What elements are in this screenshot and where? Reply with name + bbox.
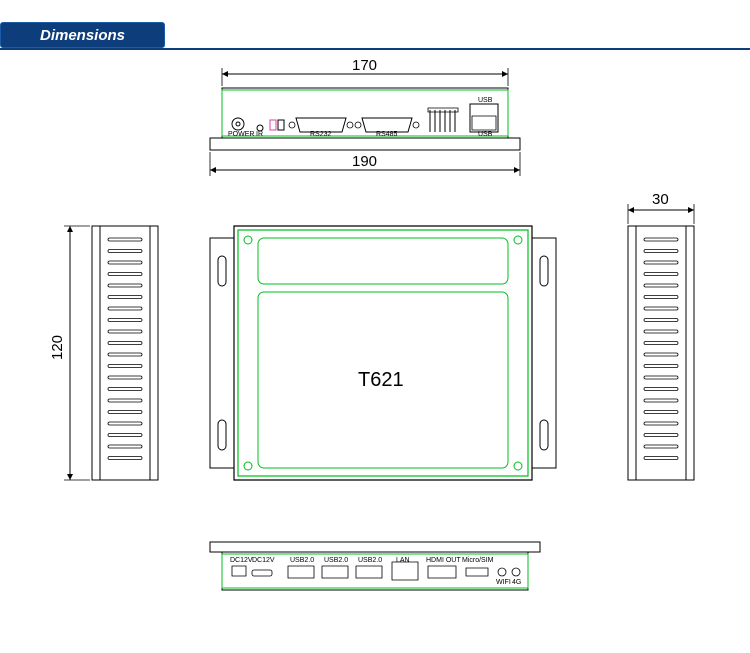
model-label: T621 [358, 369, 404, 391]
svg-text:USB2.0: USB2.0 [290, 557, 314, 564]
left-side-view [92, 226, 158, 480]
svg-text:USB: USB [478, 131, 493, 138]
dim-190-label: 190 [352, 153, 377, 170]
svg-text:RS232: RS232 [310, 131, 332, 138]
dim-30: 30 [628, 191, 694, 224]
dimension-diagram: POWER IR RS232 RS485 USB USB [0, 60, 750, 648]
front-view: DC12V DC12V USB2.0 USB2.0 USB2.0 LAN HDM… [210, 542, 540, 590]
svg-text:Micro/SIM: Micro/SIM [462, 557, 494, 564]
svg-text:USB: USB [478, 97, 493, 104]
svg-text:4G: 4G [512, 579, 521, 586]
svg-text:IR: IR [256, 131, 263, 138]
header-title: Dimensions [40, 27, 125, 44]
dim-190: 190 [210, 152, 520, 176]
dim-120-label: 120 [49, 335, 66, 360]
top-view: T621 [210, 226, 556, 480]
svg-text:USB2.0: USB2.0 [324, 557, 348, 564]
right-side-view [628, 226, 694, 480]
svg-text:DC12V: DC12V [252, 557, 275, 564]
svg-text:USB2.0: USB2.0 [358, 557, 382, 564]
dim-30-label: 30 [652, 191, 669, 208]
svg-text:DC12V: DC12V [230, 557, 253, 564]
svg-text:WIFI: WIFI [496, 579, 511, 586]
dim-170: 170 [222, 60, 508, 86]
dim-120: 120 [49, 226, 90, 480]
svg-text:LAN: LAN [396, 557, 410, 564]
svg-text:RS485: RS485 [376, 131, 398, 138]
rear-view: POWER IR RS232 RS485 USB USB [210, 88, 520, 150]
svg-text:POWER: POWER [228, 131, 254, 138]
dim-170-label: 170 [352, 60, 377, 74]
header-underline [0, 48, 750, 50]
svg-text:HDMI OUT: HDMI OUT [426, 557, 461, 564]
header-bar: Dimensions [0, 22, 165, 48]
